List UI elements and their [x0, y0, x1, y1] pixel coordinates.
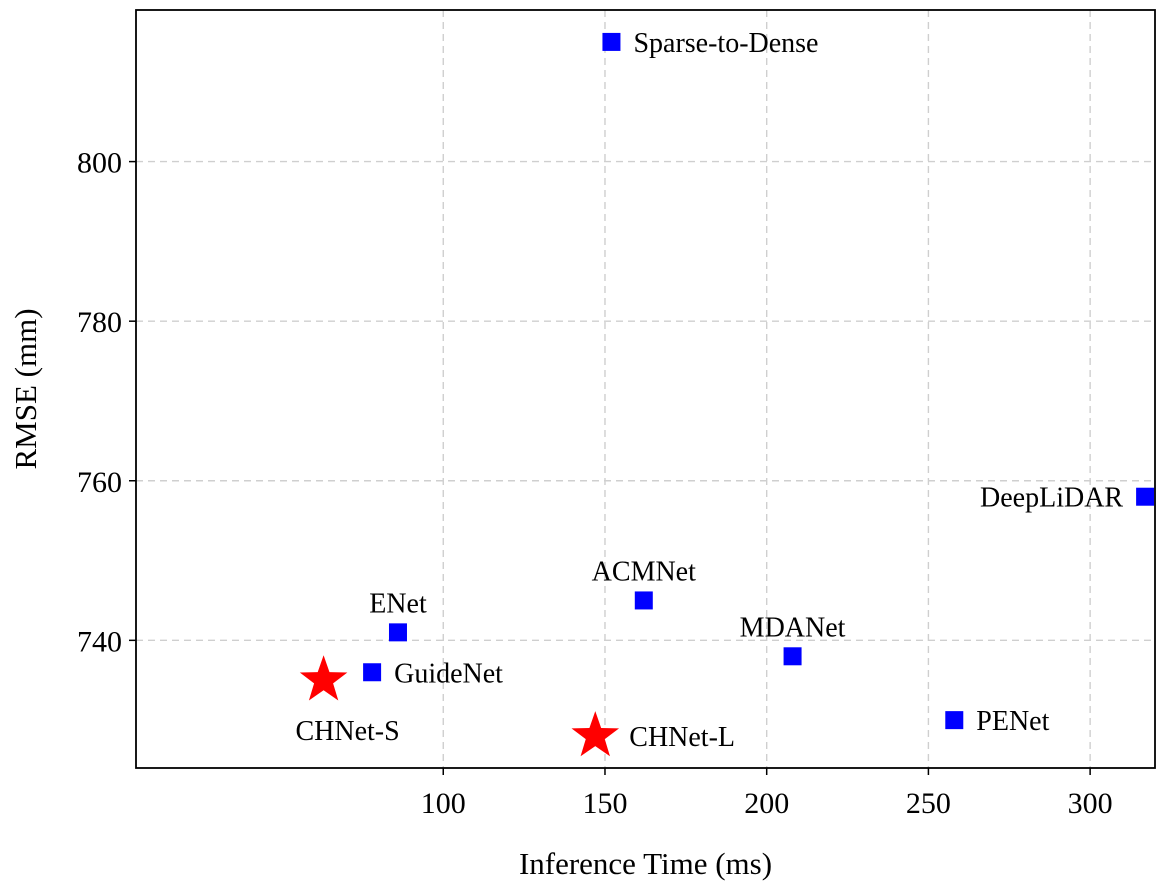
- x-tick-label: 300: [1068, 787, 1113, 820]
- point-sparse-to-dense: [602, 32, 621, 51]
- point-chnet-l: [571, 711, 620, 757]
- axis-ticks: 100 150 200 250 300 740 760 780 800: [77, 147, 1113, 820]
- grid: [136, 10, 1155, 768]
- y-tick-label: 740: [77, 625, 122, 658]
- x-tick-label: 250: [906, 787, 951, 820]
- y-tick-label: 800: [77, 147, 122, 180]
- point-label-penet: PENet: [976, 706, 1049, 737]
- y-axis-label: RMSE (mm): [8, 308, 43, 469]
- x-tick-label: 200: [744, 787, 789, 820]
- point-label-sparse-to-dense: Sparse-to-Dense: [633, 28, 818, 59]
- point-label-guidenet: GuideNet: [394, 658, 503, 689]
- y-tick-label: 760: [77, 466, 122, 499]
- plot-frame: [135, 9, 1156, 769]
- point-label-chnet-s: CHNet-S: [295, 716, 399, 747]
- data-points: Sparse-to-Dense ENet GuideNet ACMNet MDANet P…: [295, 28, 1155, 757]
- y-tick-label: 780: [77, 306, 122, 339]
- x-tick-label: 150: [582, 787, 627, 820]
- point-label-acmnet: ACMNet: [592, 556, 696, 587]
- point-label-chnet-l: CHNet-L: [629, 722, 735, 753]
- point-label-deeplidar: DeepLiDAR: [980, 483, 1123, 514]
- point-chnet-s: [299, 655, 348, 701]
- point-label-mdanet: MDANet: [740, 612, 846, 643]
- point-deeplidar: [1136, 487, 1155, 506]
- point-label-enet: ENet: [369, 588, 427, 619]
- point-acmnet: [634, 591, 653, 610]
- point-enet: [388, 623, 407, 642]
- point-mdanet: [783, 647, 802, 666]
- point-penet: [945, 711, 964, 730]
- x-axis-label: Inference Time (ms): [519, 846, 772, 881]
- x-tick-label: 100: [421, 787, 466, 820]
- point-guidenet: [363, 663, 382, 682]
